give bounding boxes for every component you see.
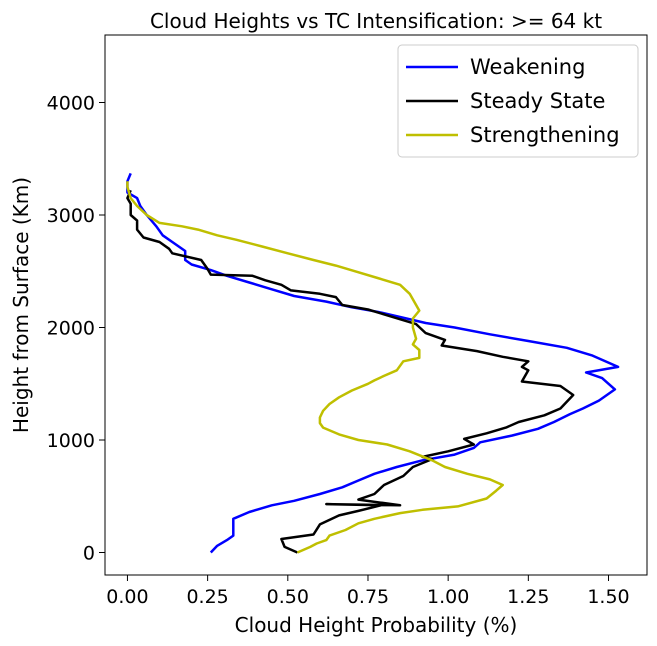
x-tick-label: 0.25 [186, 586, 228, 608]
legend: Weakening Steady State Strengthening [397, 44, 639, 158]
plot-frame [104, 34, 648, 576]
legend-label: Strengthening [470, 123, 620, 147]
chart-title: Cloud Heights vs TC Intensification: >= … [150, 9, 602, 33]
legend-box [397, 44, 639, 158]
x-tick-label: 0.50 [267, 586, 309, 608]
y-tick-label: 3000 [47, 205, 95, 227]
series-line-steady-state [126, 189, 575, 554]
y-tick-label: 0 [83, 543, 95, 565]
x-tick-label: 1.00 [427, 586, 469, 608]
x-tick-label: 0.00 [106, 586, 148, 608]
legend-label: Steady State [470, 89, 605, 113]
series-line-weakening [126, 172, 620, 554]
y-tick-label: 2000 [47, 318, 95, 340]
y-axis-label: Height from Surface (Km) [9, 177, 33, 433]
y-tick-label: 4000 [47, 93, 95, 115]
legend-label: Weakening [470, 55, 585, 79]
y-tick-label: 1000 [47, 430, 95, 452]
x-axis-ticks: 0.00 0.25 0.50 0.75 1.00 1.25 1.50 [106, 575, 630, 608]
series-lines [126, 172, 620, 554]
x-tick-label: 0.75 [347, 586, 389, 608]
series-line-strengthening [126, 181, 504, 554]
x-axis-label: Cloud Height Probability (%) [235, 613, 518, 637]
y-axis-ticks: 0 1000 2000 3000 4000 [47, 93, 105, 565]
x-tick-label: 1.50 [587, 586, 629, 608]
x-tick-label: 1.25 [507, 586, 549, 608]
